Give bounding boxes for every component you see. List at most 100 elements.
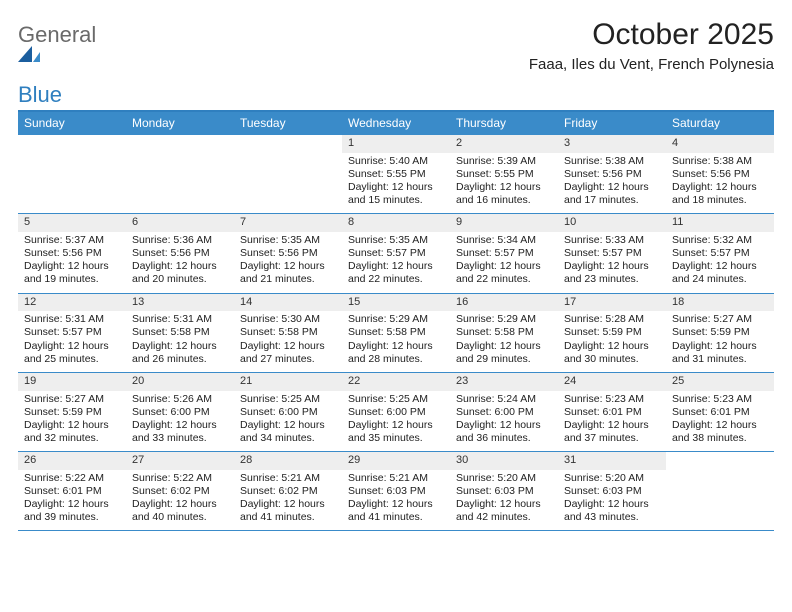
- daylight2-text: and 37 minutes.: [564, 432, 660, 445]
- daylight1-text: Daylight: 12 hours: [132, 498, 228, 511]
- sunset-text: Sunset: 6:02 PM: [132, 485, 228, 498]
- calendar-cell: [666, 452, 774, 530]
- daylight2-text: and 24 minutes.: [672, 273, 768, 286]
- daylight1-text: Daylight: 12 hours: [348, 181, 444, 194]
- daylight2-text: and 41 minutes.: [348, 511, 444, 524]
- daylight1-text: Daylight: 12 hours: [672, 340, 768, 353]
- day-info: Sunrise: 5:29 AMSunset: 5:58 PMDaylight:…: [450, 311, 558, 372]
- sunset-text: Sunset: 5:58 PM: [456, 326, 552, 339]
- sunrise-text: Sunrise: 5:32 AM: [672, 234, 768, 247]
- day-number: 19: [18, 373, 126, 391]
- day-number: 15: [342, 294, 450, 312]
- day-info: Sunrise: 5:39 AMSunset: 5:55 PMDaylight:…: [450, 153, 558, 214]
- calendar-cell: 13Sunrise: 5:31 AMSunset: 5:58 PMDayligh…: [126, 294, 234, 372]
- day-number: [234, 135, 342, 139]
- calendar-cell: [126, 135, 234, 213]
- daylight1-text: Daylight: 12 hours: [348, 260, 444, 273]
- daylight1-text: Daylight: 12 hours: [456, 340, 552, 353]
- daylight2-text: and 25 minutes.: [24, 353, 120, 366]
- day-number: 4: [666, 135, 774, 153]
- daylight1-text: Daylight: 12 hours: [672, 181, 768, 194]
- sunrise-text: Sunrise: 5:40 AM: [348, 155, 444, 168]
- day-info: Sunrise: 5:35 AMSunset: 5:56 PMDaylight:…: [234, 232, 342, 293]
- sunset-text: Sunset: 5:58 PM: [240, 326, 336, 339]
- sunset-text: Sunset: 6:00 PM: [240, 406, 336, 419]
- calendar-cell: 21Sunrise: 5:25 AMSunset: 6:00 PMDayligh…: [234, 373, 342, 451]
- calendar-cell: [234, 135, 342, 213]
- sunrise-text: Sunrise: 5:20 AM: [456, 472, 552, 485]
- day-info: Sunrise: 5:35 AMSunset: 5:57 PMDaylight:…: [342, 232, 450, 293]
- calendar-cell: 10Sunrise: 5:33 AMSunset: 5:57 PMDayligh…: [558, 214, 666, 292]
- sunrise-text: Sunrise: 5:23 AM: [564, 393, 660, 406]
- sunset-text: Sunset: 5:59 PM: [24, 406, 120, 419]
- daylight2-text: and 16 minutes.: [456, 194, 552, 207]
- calendar-week: 26Sunrise: 5:22 AMSunset: 6:01 PMDayligh…: [18, 451, 774, 531]
- sunset-text: Sunset: 5:56 PM: [564, 168, 660, 181]
- logo: General Blue: [18, 18, 100, 106]
- calendar-cell: 31Sunrise: 5:20 AMSunset: 6:03 PMDayligh…: [558, 452, 666, 530]
- day-number: 11: [666, 214, 774, 232]
- day-number: 13: [126, 294, 234, 312]
- sunset-text: Sunset: 6:01 PM: [24, 485, 120, 498]
- sunrise-text: Sunrise: 5:38 AM: [672, 155, 768, 168]
- daylight2-text: and 35 minutes.: [348, 432, 444, 445]
- daylight2-text: and 28 minutes.: [348, 353, 444, 366]
- calendar-week: 12Sunrise: 5:31 AMSunset: 5:57 PMDayligh…: [18, 293, 774, 372]
- day-number: 9: [450, 214, 558, 232]
- daylight2-text: and 39 minutes.: [24, 511, 120, 524]
- calendar-cell: 3Sunrise: 5:38 AMSunset: 5:56 PMDaylight…: [558, 135, 666, 213]
- daylight1-text: Daylight: 12 hours: [132, 260, 228, 273]
- calendar-cell: 11Sunrise: 5:32 AMSunset: 5:57 PMDayligh…: [666, 214, 774, 292]
- daylight1-text: Daylight: 12 hours: [456, 419, 552, 432]
- day-number: 5: [18, 214, 126, 232]
- sunset-text: Sunset: 5:57 PM: [456, 247, 552, 260]
- daylight1-text: Daylight: 12 hours: [24, 498, 120, 511]
- sunset-text: Sunset: 5:55 PM: [348, 168, 444, 181]
- calendar-cell: 26 Sunrise: 5:22 AMSunset: 6:01 PMDayligh…: [18, 452, 126, 530]
- sunset-text: Sunset: 5:56 PM: [240, 247, 336, 260]
- calendar-cell: 4Sunrise: 5:38 AMSunset: 5:56 PMDaylight…: [666, 135, 774, 213]
- calendar-cell: 6Sunrise: 5:36 AMSunset: 5:56 PMDaylight…: [126, 214, 234, 292]
- daylight2-text: and 15 minutes.: [348, 194, 444, 207]
- sunrise-text: Sunrise: 5:22 AM: [24, 472, 120, 485]
- day-number: 29: [342, 452, 450, 470]
- daylight1-text: Daylight: 12 hours: [672, 419, 768, 432]
- day-number: [18, 135, 126, 139]
- daylight1-text: Daylight: 12 hours: [240, 498, 336, 511]
- sunset-text: Sunset: 6:01 PM: [672, 406, 768, 419]
- calendar-cell: 20Sunrise: 5:26 AMSunset: 6:00 PMDayligh…: [126, 373, 234, 451]
- dow-tuesday: Tuesday: [234, 112, 342, 134]
- daylight2-text: and 19 minutes.: [24, 273, 120, 286]
- sunrise-text: Sunrise: 5:37 AM: [24, 234, 120, 247]
- sunrise-text: Sunrise: 5:21 AM: [240, 472, 336, 485]
- day-number: 23: [450, 373, 558, 391]
- day-info: Sunrise: 5:26 AMSunset: 6:00 PMDaylight:…: [126, 391, 234, 452]
- daylight1-text: Daylight: 12 hours: [24, 260, 120, 273]
- day-number: 25: [666, 373, 774, 391]
- day-number: 26: [18, 452, 126, 470]
- sunset-text: Sunset: 5:58 PM: [132, 326, 228, 339]
- dow-thursday: Thursday: [450, 112, 558, 134]
- day-info: Sunrise: 5:37 AMSunset: 5:56 PMDaylight:…: [18, 232, 126, 293]
- day-info: Sunrise: 5:31 AMSunset: 5:58 PMDaylight:…: [126, 311, 234, 372]
- calendar-cell: 2Sunrise: 5:39 AMSunset: 5:55 PMDaylight…: [450, 135, 558, 213]
- calendar-cell: 9Sunrise: 5:34 AMSunset: 5:57 PMDaylight…: [450, 214, 558, 292]
- calendar-cell: 17Sunrise: 5:28 AMSunset: 5:59 PMDayligh…: [558, 294, 666, 372]
- calendar-week: 19Sunrise: 5:27 AMSunset: 5:59 PMDayligh…: [18, 372, 774, 451]
- logo-text: General Blue: [18, 24, 100, 106]
- day-info: Sunrise: 5:23 AMSunset: 6:01 PMDaylight:…: [666, 391, 774, 452]
- daylight2-text: and 30 minutes.: [564, 353, 660, 366]
- sunset-text: Sunset: 5:56 PM: [132, 247, 228, 260]
- day-info: Sunrise: 5:38 AMSunset: 5:56 PMDaylight:…: [666, 153, 774, 214]
- calendar-cell: 27Sunrise: 5:22 AMSunset: 6:02 PMDayligh…: [126, 452, 234, 530]
- daylight2-text: and 21 minutes.: [240, 273, 336, 286]
- daylight2-text: and 43 minutes.: [564, 511, 660, 524]
- sunset-text: Sunset: 6:00 PM: [132, 406, 228, 419]
- daylight1-text: Daylight: 12 hours: [456, 181, 552, 194]
- sunrise-text: Sunrise: 5:26 AM: [132, 393, 228, 406]
- sunset-text: Sunset: 5:59 PM: [564, 326, 660, 339]
- day-info: Sunrise: 5:38 AMSunset: 5:56 PMDaylight:…: [558, 153, 666, 214]
- weeks-container: 1Sunrise: 5:40 AMSunset: 5:55 PMDaylight…: [18, 134, 774, 531]
- day-info: Sunrise: 5:31 AMSunset: 5:57 PMDaylight:…: [18, 311, 126, 372]
- calendar-week: 5Sunrise: 5:37 AMSunset: 5:56 PMDaylight…: [18, 213, 774, 292]
